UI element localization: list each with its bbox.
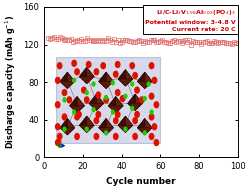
X-axis label: Cycle number: Cycle number [106,177,176,186]
Y-axis label: Discharge capacity (mAh g$^{-1}$): Discharge capacity (mAh g$^{-1}$) [3,15,18,149]
Text: Li/C-Li$_3$V$_{1.98}$Al$_{0.02}$(PO$_4$)$_3$
Potential window: 3-4.8 V
Current r: Li/C-Li$_3$V$_{1.98}$Al$_{0.02}$(PO$_4$)… [145,9,236,32]
